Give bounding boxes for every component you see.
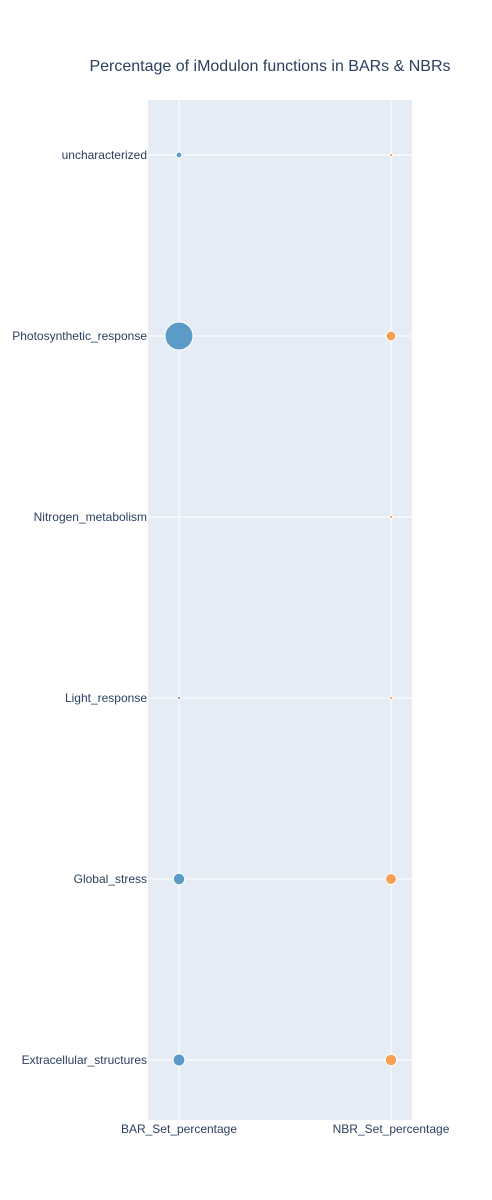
bubble-point[interactable] <box>172 1053 186 1067</box>
y-tick-label: Extracellular_structures <box>22 1053 147 1067</box>
y-tick-label: Light_response <box>65 691 147 705</box>
bubble-point[interactable] <box>384 1053 398 1067</box>
chart-title: Percentage of iModulon functions in BARs… <box>89 58 450 75</box>
grid-lines <box>148 100 412 1120</box>
y-tick-label: Photosynthetic_response <box>12 329 147 343</box>
bubble-point[interactable] <box>388 514 394 520</box>
y-tick-label: uncharacterized <box>62 148 147 162</box>
plot-area <box>148 100 412 1120</box>
bubble-point[interactable] <box>175 151 183 159</box>
bubble-point[interactable] <box>164 321 194 351</box>
bubble-point[interactable] <box>388 152 394 158</box>
bubble-point[interactable] <box>385 873 397 885</box>
bubble-point[interactable] <box>388 695 394 701</box>
y-axis-tick-labels: uncharacterized Photosynthetic_response Ni… <box>12 148 147 1067</box>
y-tick-label: Global_stress <box>74 872 147 886</box>
data-points <box>164 151 398 1067</box>
x-tick-label: BAR_Set_percentage <box>121 1122 237 1136</box>
bubble-point[interactable] <box>176 695 182 701</box>
x-axis-tick-labels: BAR_Set_percentage NBR_Set_percentage <box>121 1122 450 1136</box>
bubble-point[interactable] <box>385 330 397 342</box>
bubble-point[interactable] <box>172 872 186 886</box>
x-tick-label: NBR_Set_percentage <box>333 1122 450 1136</box>
y-tick-label: Nitrogen_metabolism <box>34 510 147 524</box>
